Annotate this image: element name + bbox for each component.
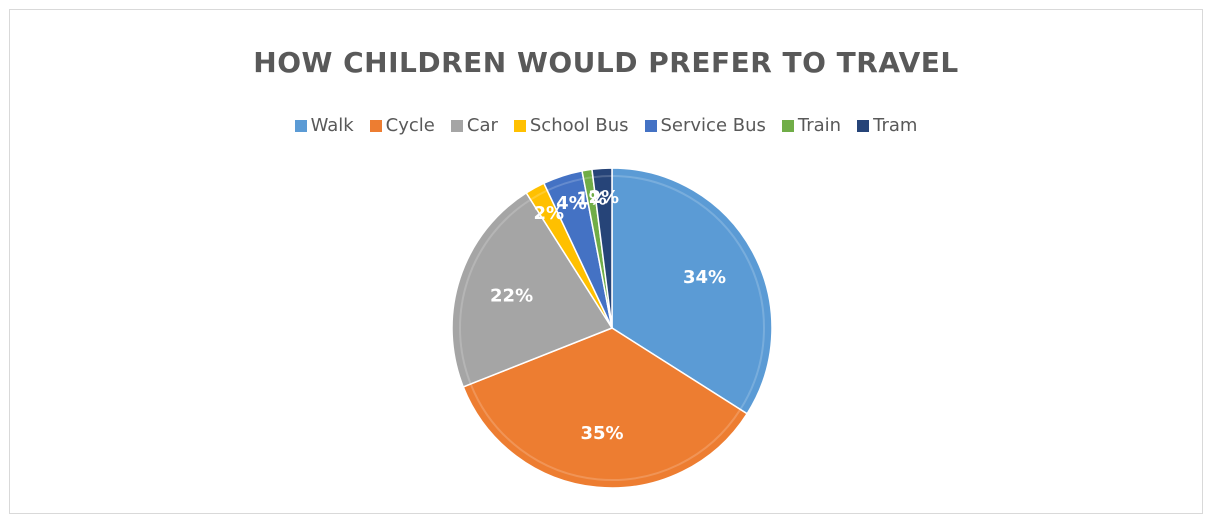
slice-bevel <box>611 175 765 410</box>
legend-label: Cycle <box>385 115 435 136</box>
legend-item-tram: Tram <box>857 115 917 136</box>
legend-item-car: Car <box>450 115 498 136</box>
legend-label: Train <box>797 115 842 136</box>
slice-bevel <box>592 175 613 179</box>
legend: Walk Cycle Car School Bus Service Bus Train Tr… <box>10 115 1202 136</box>
pie-slice-walk <box>611 167 773 415</box>
data-label-train: 1% <box>576 188 607 209</box>
legend-swatch <box>513 119 526 132</box>
pie-slice-car <box>451 191 614 388</box>
pie-chart: 34%35%22%2%4%1%2% <box>451 167 773 489</box>
legend-label: Service Bus <box>660 115 766 136</box>
legend-label: Walk <box>310 115 354 136</box>
legend-item-cycle: Cycle <box>369 115 435 136</box>
legend-item-school-bus: School Bus <box>513 115 629 136</box>
pie-slice-tram <box>591 167 613 329</box>
legend-item-service-bus: Service Bus <box>644 115 766 136</box>
legend-swatch <box>450 119 463 132</box>
data-label-cycle: 35% <box>581 423 624 444</box>
data-label-school-bus: 2% <box>534 203 565 224</box>
data-label-walk: 34% <box>683 267 726 288</box>
legend-item-walk: Walk <box>294 115 354 136</box>
legend-swatch <box>294 119 307 132</box>
legend-label: Car <box>466 115 498 136</box>
legend-swatch <box>644 119 657 132</box>
slice-bevel <box>469 383 742 481</box>
legend-item-train: Train <box>781 115 842 136</box>
chart-area: HOW CHILDREN WOULD PREFER TO TRAVEL Walk… <box>9 9 1203 514</box>
slice-bevel <box>459 198 532 385</box>
data-label-tram: 2% <box>588 187 619 208</box>
legend-swatch <box>857 119 870 132</box>
data-label-service-bus: 4% <box>556 193 587 214</box>
legend-swatch <box>781 119 794 132</box>
legend-label: Tram <box>873 115 918 136</box>
legend-label: School Bus <box>529 115 629 136</box>
chart-title: HOW CHILDREN WOULD PREFER TO TRAVEL <box>253 46 959 79</box>
pie-slice-cycle <box>462 327 749 489</box>
data-label-car: 22% <box>490 285 533 306</box>
legend-swatch <box>369 119 382 132</box>
